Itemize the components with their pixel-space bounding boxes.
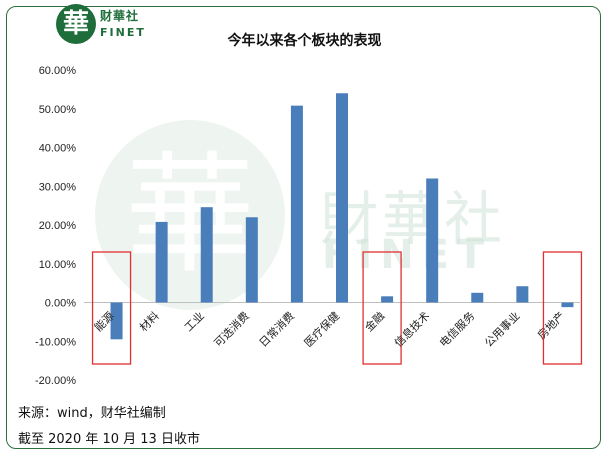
y-tick-label: 20.00% — [39, 220, 77, 232]
bar-9 — [516, 286, 529, 303]
x-tick-label: 房地产 — [534, 309, 567, 342]
bar-1 — [155, 221, 168, 303]
bar-7 — [426, 178, 439, 303]
finet-logo: 華 财華社 FINET — [56, 4, 156, 48]
logo-mark-icon: 華 — [56, 4, 96, 44]
highlight-box — [91, 251, 132, 365]
bar-8 — [471, 292, 484, 303]
bar-6 — [381, 296, 394, 303]
y-tick-label: 10.00% — [39, 259, 77, 271]
x-tick-label: 材料 — [136, 309, 161, 334]
x-tick-label: 工业 — [182, 309, 207, 334]
y-tick-label: 30.00% — [39, 181, 77, 193]
watermark-cn-text: 財華社 — [320, 185, 507, 253]
bar-5 — [336, 93, 348, 303]
x-tick-label: 日常消费 — [256, 309, 297, 350]
y-tick-label: 40.00% — [39, 143, 77, 155]
x-tick-label: 信息技术 — [391, 309, 432, 350]
x-tick-label: 金融 — [362, 309, 387, 334]
bar-2 — [200, 207, 213, 303]
bar-3 — [245, 217, 258, 303]
date-note: 截至 2020 年 10 月 13 日收市 — [18, 432, 200, 447]
bar-10 — [561, 302, 574, 308]
x-tick-label: 电信服务 — [437, 309, 477, 349]
y-tick-label: 50.00% — [39, 104, 77, 116]
bar-4 — [290, 105, 303, 303]
watermark-en-text: FINET — [322, 232, 493, 278]
chart-title: 今年以来各个板块的表现 — [227, 33, 382, 49]
chart-frame — [6, 6, 601, 449]
y-tick-label: -20.00% — [35, 375, 76, 387]
y-tick-label: -10.00% — [35, 336, 76, 348]
highlight-box — [542, 251, 583, 365]
y-tick-label: 60.00% — [39, 65, 77, 77]
y-tick-label: 0.00% — [45, 298, 76, 310]
logo-cn-text: 财華社 — [100, 9, 140, 23]
x-tick-label: 可选消费 — [211, 309, 252, 350]
highlight-box — [362, 251, 402, 365]
source-note: 来源：wind，财华社编制 — [18, 406, 166, 421]
watermark-logo-mark: 華 — [95, 120, 285, 310]
logo-en-text: FINET — [100, 26, 146, 39]
x-tick-label: 公用事业 — [482, 309, 522, 349]
x-tick-label: 医疗保健 — [301, 309, 342, 350]
bar-0 — [110, 302, 123, 340]
